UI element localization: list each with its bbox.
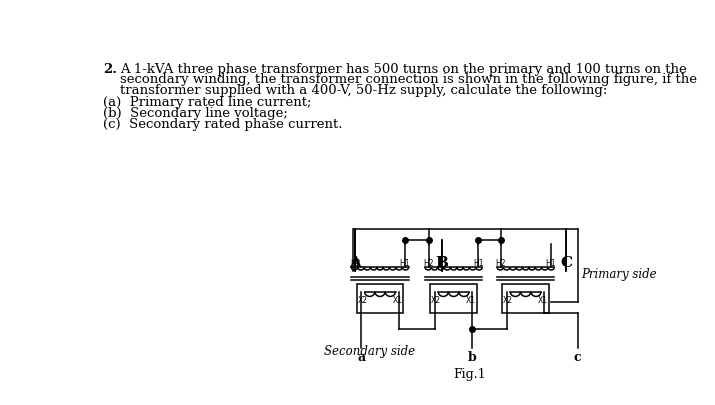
Text: (a)  Primary rated line current;: (a) Primary rated line current;: [104, 96, 312, 109]
Text: X1: X1: [393, 295, 403, 304]
Text: Primary side: Primary side: [581, 268, 657, 281]
Text: A: A: [349, 256, 361, 270]
Text: Fig.1: Fig.1: [453, 367, 485, 380]
Text: (b)  Secondary line voltage;: (b) Secondary line voltage;: [104, 107, 288, 120]
Text: a: a: [358, 350, 365, 363]
Text: c: c: [574, 350, 581, 363]
Text: X2: X2: [431, 295, 441, 304]
Text: H1: H1: [473, 258, 484, 267]
Text: H2: H2: [423, 258, 434, 267]
Text: X1: X1: [538, 295, 548, 304]
Text: H2: H2: [495, 258, 506, 267]
Text: H1: H1: [400, 258, 410, 267]
Bar: [430, 284, 477, 313]
Text: b: b: [468, 350, 477, 363]
Text: B: B: [435, 256, 448, 270]
Text: X2: X2: [503, 295, 513, 304]
Bar: [503, 284, 549, 313]
Text: H1: H1: [546, 258, 556, 267]
Text: transformer supplied with a 400-V, 50-Hz supply, calculate the following:: transformer supplied with a 400-V, 50-Hz…: [120, 84, 608, 97]
Text: Secondary side: Secondary side: [324, 344, 415, 357]
Text: A 1-kVA three phase transformer has 500 turns on the primary and 100 turns on th: A 1-kVA three phase transformer has 500 …: [120, 62, 687, 75]
Text: X2: X2: [358, 295, 368, 304]
Text: C: C: [560, 256, 572, 270]
Text: secondary winding, the transformer connection is shown in the following figure, : secondary winding, the transformer conne…: [120, 73, 697, 86]
Text: 2.: 2.: [104, 62, 117, 75]
Bar: [357, 284, 403, 313]
Text: X1: X1: [466, 295, 476, 304]
Text: H2: H2: [350, 258, 360, 267]
Text: (c)  Secondary rated phase current.: (c) Secondary rated phase current.: [104, 118, 342, 131]
